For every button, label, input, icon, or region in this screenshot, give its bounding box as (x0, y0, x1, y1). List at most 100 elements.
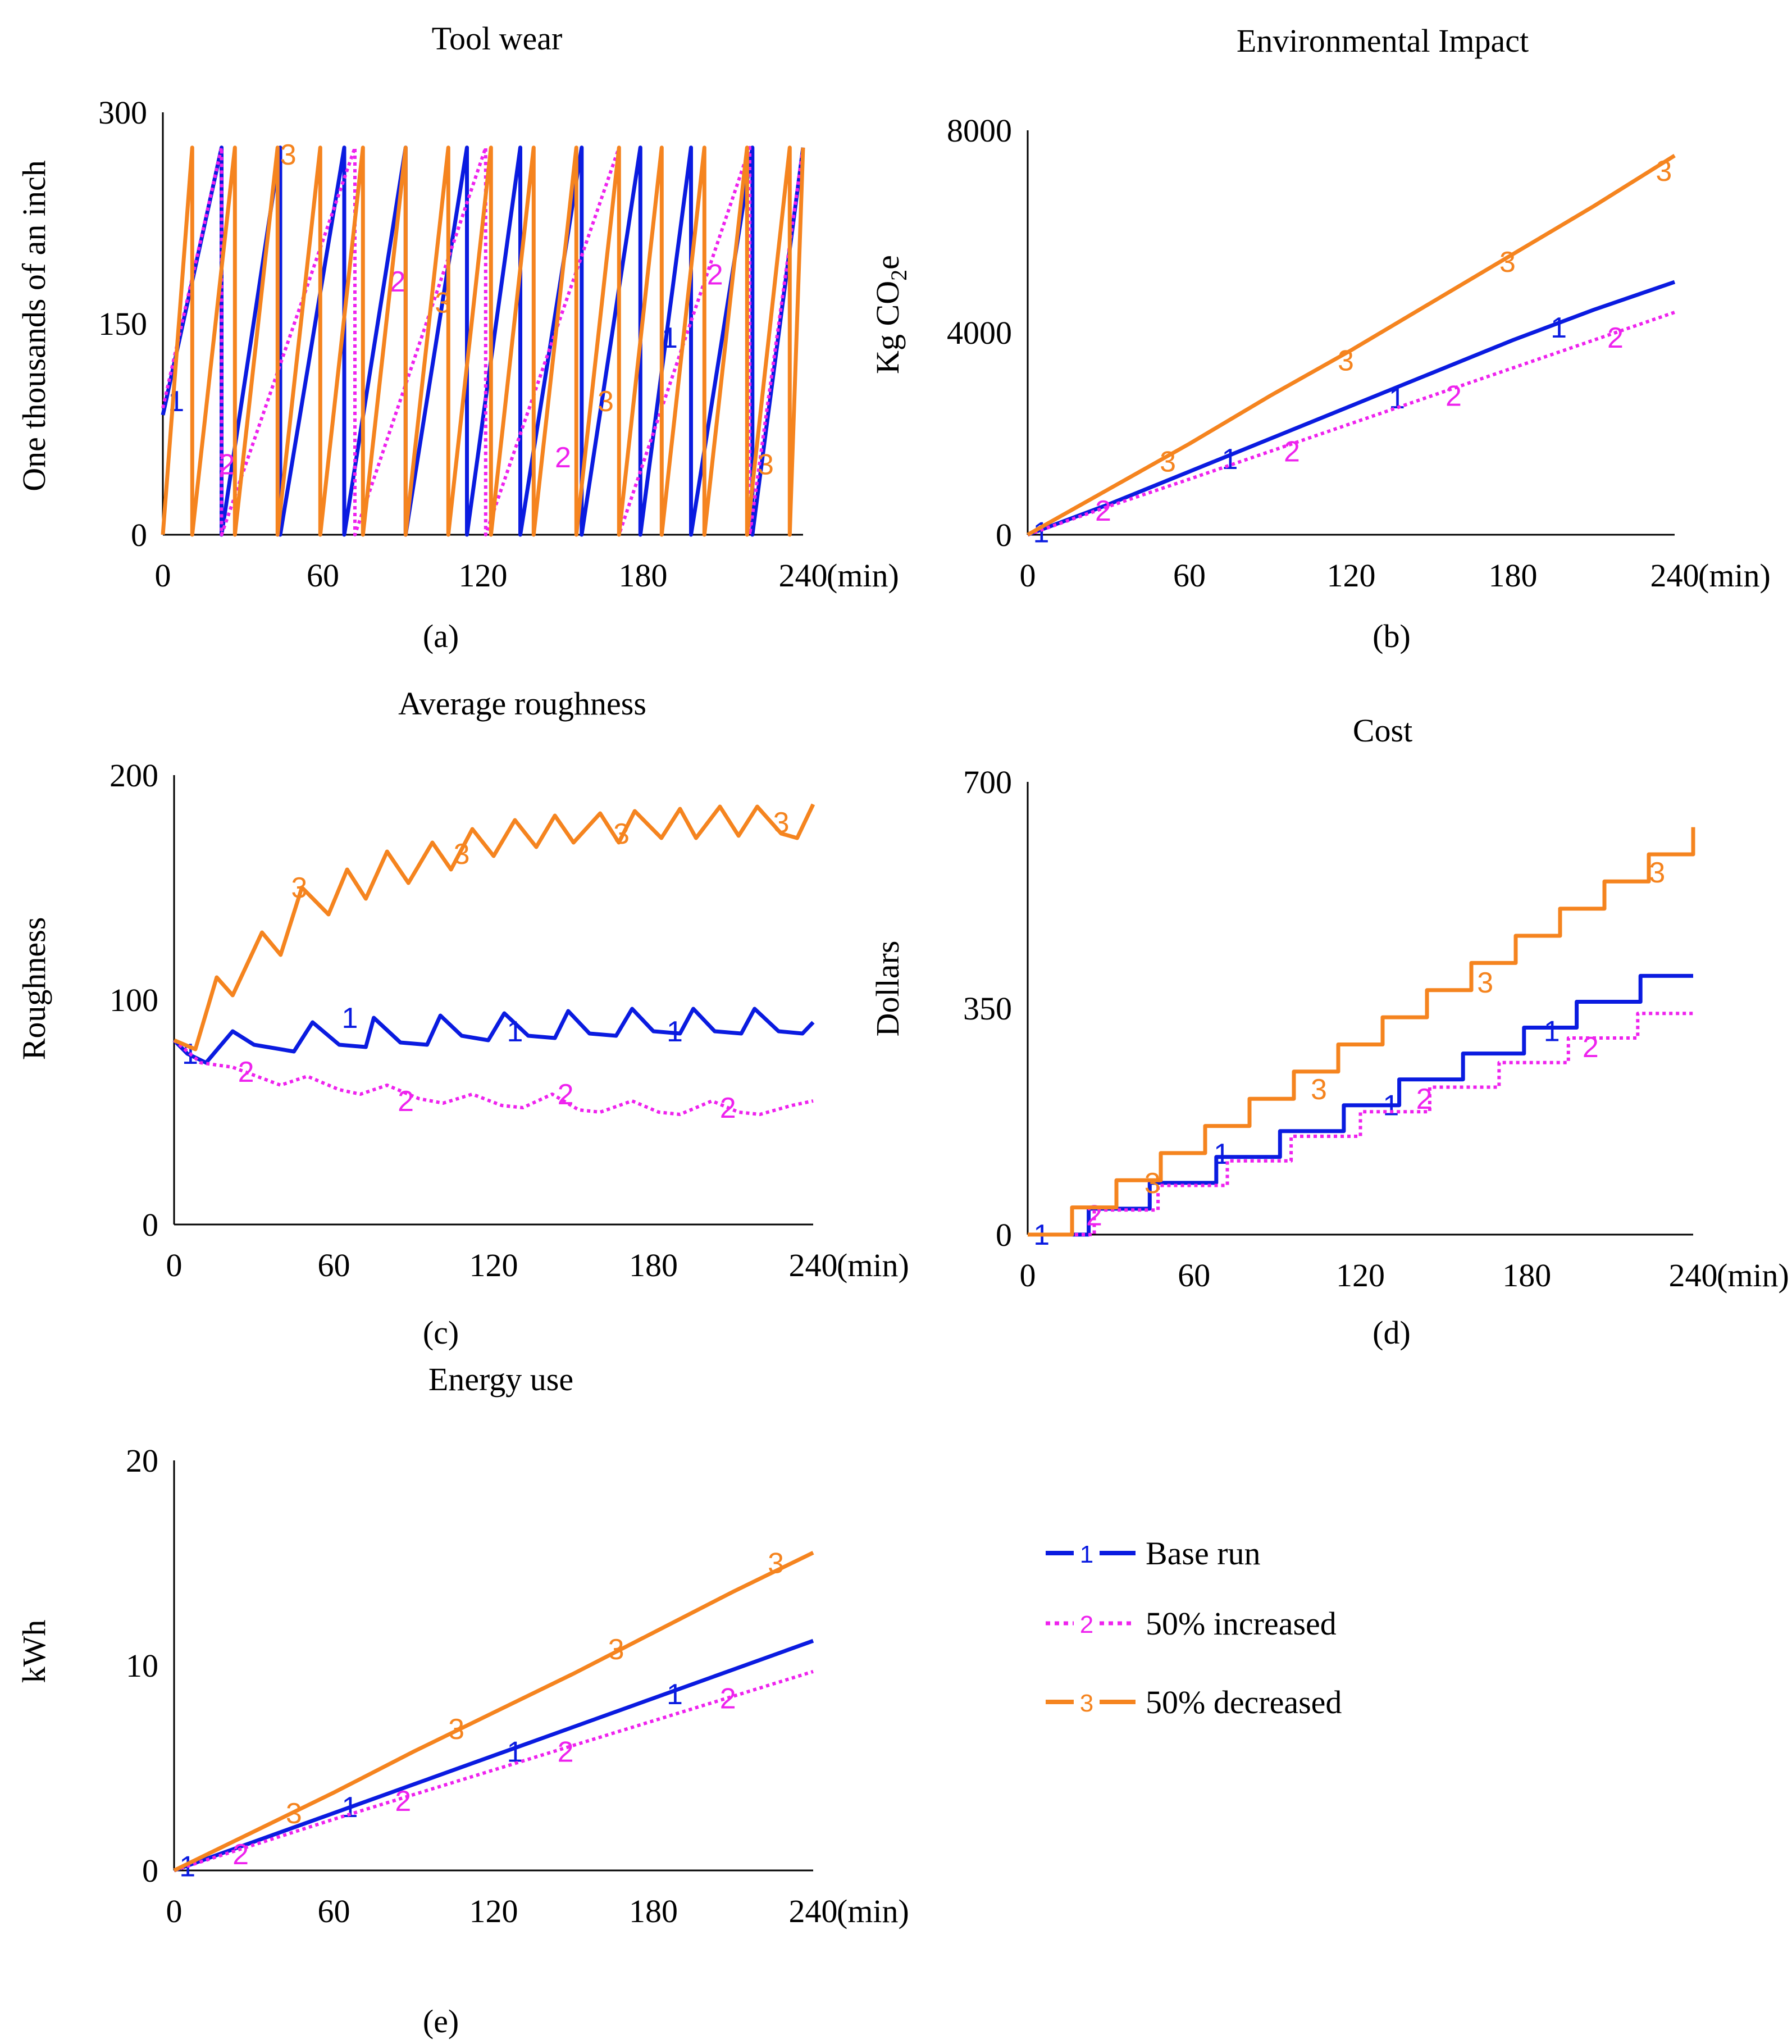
chart-title: Cost (1353, 712, 1412, 749)
x-tick-label: 180 (629, 1893, 678, 1929)
chart-caption: (e) (423, 2003, 459, 2040)
y-axis-label-end: e (869, 255, 906, 270)
series-marker-3: 3 (1656, 155, 1672, 188)
series-marker-3: 3 (1144, 1167, 1161, 1200)
x-tick-label: 0 (166, 1893, 183, 1929)
series-marker-2: 2 (395, 1785, 411, 1818)
y-axis-label: Kg CO2e (869, 255, 911, 374)
legend-label: 50% increased (1146, 1605, 1337, 1642)
y-tick-label: 20 (126, 1442, 158, 1479)
series-marker-2: 2 (720, 1682, 736, 1715)
series-marker-3: 3 (1499, 246, 1516, 279)
series-marker-3: 3 (608, 1633, 624, 1666)
series-marker-2: 2 (398, 1085, 414, 1118)
series-marker-2: 2 (558, 1078, 574, 1111)
x-tick-label: 180 (1502, 1257, 1551, 1294)
x-tick-label: 180 (629, 1247, 678, 1283)
chart-c: Average roughness 0 100 200 0 60 120 180 240(min… (16, 685, 909, 1351)
legend-item-3: 3 50% decreased (1046, 1684, 1342, 1720)
series-line-3 (173, 803, 815, 1051)
x-tick-label: 120 (469, 1893, 518, 1929)
legend-marker-bg (1074, 1541, 1100, 1565)
series-marker-3: 3 (1338, 345, 1354, 377)
series-marker-1: 1 (341, 1002, 358, 1035)
series-marker-3: 3 (598, 385, 614, 418)
x-tick-label: 120 (1336, 1257, 1385, 1294)
series-marker-1: 1 (507, 1016, 523, 1048)
series-marker-1: 1 (1214, 1138, 1230, 1171)
y-tick-label: 0 (131, 517, 147, 553)
x-tick-label: 60 (307, 557, 339, 594)
x-tick-label: 180 (1489, 557, 1538, 594)
x-tick-label: 60 (318, 1893, 350, 1929)
series-marker-1: 1 (1544, 1015, 1560, 1048)
x-tick-label: 240 (1650, 557, 1699, 594)
series-marker-2: 2 (1095, 495, 1111, 527)
y-tick-label: 8000 (947, 112, 1012, 149)
legend-item-2: 2 50% increased (1046, 1605, 1337, 1642)
series-line-2 (174, 1670, 814, 1872)
y-tick-label: 100 (110, 982, 158, 1018)
series-marker-2: 2 (219, 449, 235, 481)
legend-marker: 1 (1080, 1541, 1093, 1568)
series-line-1 (1028, 973, 1693, 1237)
series-marker-2: 2 (1583, 1031, 1599, 1064)
series-marker-3: 3 (773, 807, 790, 839)
legend-marker: 2 (1080, 1611, 1093, 1638)
series-marker-1: 1 (1551, 312, 1567, 344)
y-tick-label: 700 (963, 764, 1012, 800)
y-tick-label: 300 (98, 94, 147, 131)
x-tick-label: 60 (1173, 557, 1206, 594)
legend-label: 50% decreased (1146, 1684, 1342, 1720)
series-marker-3: 3 (291, 872, 307, 904)
chart-caption: (a) (423, 618, 459, 654)
series-marker-2: 2 (720, 1092, 736, 1125)
x-tick-label: 60 (1178, 1257, 1210, 1294)
series-line-3 (1028, 827, 1695, 1237)
series-line-1 (1027, 280, 1676, 537)
x-tick-label: 60 (318, 1247, 350, 1283)
series-marker-1: 1 (667, 1678, 683, 1711)
y-axis-label-sub: 2 (886, 270, 911, 281)
x-tick-label: 120 (459, 557, 508, 594)
chart-caption: (d) (1373, 1314, 1411, 1351)
series-marker-2: 2 (238, 1056, 254, 1089)
series-marker-1: 1 (341, 1791, 358, 1824)
x-tick-label: 240 (789, 1247, 838, 1283)
chart-title: Average roughness (398, 685, 646, 722)
x-tick-label: 0 (155, 557, 171, 594)
series-marker-2: 2 (558, 1736, 574, 1768)
series-marker-1: 1 (662, 322, 678, 354)
chart-title: Environmental Impact (1237, 22, 1529, 59)
legend-label: Base run (1146, 1535, 1261, 1572)
y-axis-label: kWh (16, 1620, 52, 1683)
y-tick-label: 350 (963, 990, 1012, 1027)
chart-d: Cost 0 350 700 0 60 120 180 240(min) Dollars (d) 1 1… (869, 712, 1789, 1351)
series-marker-3: 3 (435, 286, 451, 319)
x-axis-unit: (min) (1717, 1257, 1789, 1294)
series-line-2 (173, 1039, 814, 1116)
series-marker-2: 2 (1416, 1083, 1433, 1116)
chart-a: Tool wear 0 150 300 0 60 120 180 240(min) One tho… (16, 20, 899, 654)
legend-marker-bg (1074, 1611, 1100, 1636)
x-tick-label: 0 (1020, 557, 1036, 594)
x-tick-label: 120 (1327, 557, 1376, 594)
series-line-3 (161, 145, 805, 537)
x-tick-label: 120 (469, 1247, 518, 1283)
x-axis-unit: (min) (837, 1247, 909, 1283)
series-marker-2: 2 (232, 1838, 249, 1871)
series-marker-3: 3 (1160, 446, 1176, 479)
series-marker-3: 3 (1311, 1073, 1327, 1106)
x-tick-label: 240 (779, 557, 828, 594)
series-marker-1: 1 (1222, 443, 1238, 476)
legend-item-1: 1 Base run (1046, 1535, 1261, 1572)
y-tick-label: 0 (996, 1217, 1012, 1253)
x-axis-unit: (min) (827, 557, 899, 594)
y-tick-label: 10 (126, 1647, 158, 1684)
y-tick-label: 0 (996, 517, 1012, 553)
x-axis-unit: (min) (837, 1893, 909, 1929)
y-tick-label: 200 (110, 757, 158, 794)
y-axis-label: Dollars (869, 941, 906, 1037)
series-marker-3: 3 (1649, 857, 1665, 889)
